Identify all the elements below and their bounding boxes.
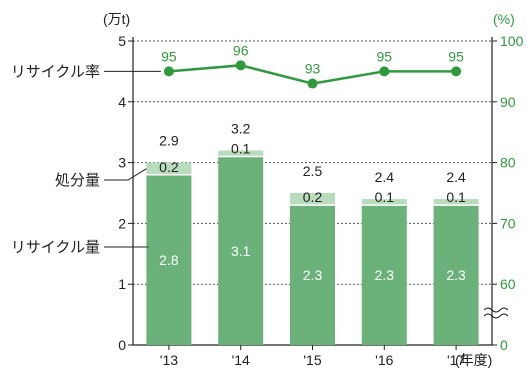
disposal-value-label: 0.1 — [231, 141, 251, 157]
bar-disposal — [433, 199, 479, 206]
legend-leader-disposal — [104, 168, 147, 181]
rate-value-label: 93 — [305, 61, 321, 77]
left-axis-unit: (万t) — [103, 11, 130, 27]
legend-label-disposal: 処分量 — [55, 172, 100, 189]
right-tick-label: 80 — [500, 155, 516, 171]
x-axis-unit: (年度) — [455, 352, 492, 368]
left-tick-label: 4 — [118, 94, 126, 110]
right-tick-label: 100 — [500, 33, 524, 49]
bar-recycle — [218, 156, 264, 345]
x-category-label: '17 — [447, 352, 465, 368]
total-value-label: 2.4 — [375, 169, 395, 185]
x-category-label: '16 — [375, 352, 393, 368]
axis-break-mark — [483, 307, 509, 313]
bar-recycle — [433, 205, 479, 345]
rate-point — [307, 78, 318, 89]
bar-disposal — [146, 162, 192, 175]
left-tick-label: 1 — [118, 276, 126, 292]
rate-point — [163, 66, 174, 77]
right-tick-label: 0 — [500, 337, 508, 353]
left-tick-label: 0 — [118, 337, 126, 353]
rate-value-label: 96 — [233, 42, 249, 58]
bar-disposal — [290, 193, 335, 206]
legend-label-recycle-rate: リサイクル率 — [11, 63, 100, 80]
legend-label-recycle: リサイクル量 — [11, 239, 100, 256]
right-axis-unit: (%) — [493, 11, 515, 27]
recycle-value-label: 2.3 — [303, 267, 323, 283]
left-tick-label: 3 — [118, 155, 126, 171]
right-tick-label: 90 — [500, 94, 516, 110]
rate-value-label: 95 — [448, 48, 464, 64]
axis-break-mark — [483, 313, 509, 319]
recycle-value-label: 2.3 — [446, 267, 466, 283]
rate-point — [379, 66, 390, 77]
recycle-value-label: 3.1 — [231, 243, 251, 259]
disposal-value-label: 0.2 — [159, 159, 179, 175]
disposal-value-label: 0.1 — [446, 189, 466, 205]
total-value-label: 2.5 — [303, 163, 323, 179]
left-tick-label: 5 — [118, 33, 126, 49]
bar-recycle — [146, 174, 192, 345]
x-category-label: '13 — [160, 352, 178, 368]
right-tick-label: 60 — [500, 276, 516, 292]
bar-disposal — [218, 150, 264, 157]
recycle-value-label: 2.3 — [375, 267, 395, 283]
total-value-label: 2.9 — [159, 133, 179, 149]
right-tick-label: 70 — [500, 215, 516, 231]
left-tick-label: 2 — [118, 215, 126, 231]
rate-point — [235, 60, 246, 71]
disposal-value-label: 0.1 — [375, 189, 395, 205]
x-category-label: '15 — [303, 352, 321, 368]
rate-value-label: 95 — [377, 48, 393, 64]
rate-point — [451, 66, 462, 77]
rate-value-label: 95 — [161, 48, 177, 64]
bar-recycle — [361, 205, 407, 345]
recycle-value-label: 2.8 — [159, 252, 179, 268]
x-category-label: '14 — [232, 352, 250, 368]
bar-recycle — [290, 205, 335, 345]
total-value-label: 3.2 — [231, 120, 251, 136]
bar-disposal — [361, 199, 407, 206]
disposal-value-label: 0.2 — [303, 189, 323, 205]
total-value-label: 2.4 — [446, 169, 466, 185]
